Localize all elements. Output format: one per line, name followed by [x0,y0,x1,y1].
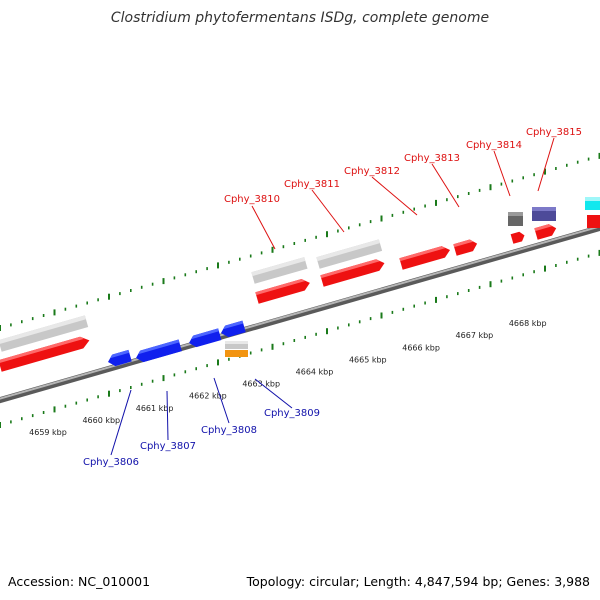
gene-label-cphy-3815[interactable]: Cphy_3815 [526,127,582,138]
gray-gene-feature[interactable] [316,239,383,269]
gene-label-cphy-3806[interactable]: Cphy_3806 [83,457,139,468]
gray-feature[interactable] [508,212,523,226]
upper-leader-lines [251,137,555,250]
genome-stats-text: Topology: circular; Length: 4,847,594 bp… [246,574,590,589]
cds-forward-feature[interactable] [587,215,600,228]
upper-scale-track [0,152,600,331]
scale-label: 4660 kbp [82,416,120,425]
genome-features [0,197,600,372]
scale-label: 4665 kbp [349,355,387,364]
gene-label-cphy-3813[interactable]: Cphy_3813 [404,153,460,164]
reverse-gene-feature[interactable] [106,349,132,368]
gene-label-cphy-3808[interactable]: Cphy_3808 [201,425,257,436]
gray-gene-feature[interactable] [251,257,308,284]
accession-text: Accession: NC_010001 [8,574,151,589]
cds-forward-feature[interactable] [255,277,311,304]
scale-label: 4661 kbp [136,404,174,413]
lower-leader-lines [110,377,293,456]
scale-label: 4664 kbp [296,368,334,377]
gene-label-cphy-3811[interactable]: Cphy_3811 [284,179,340,190]
cds-forward-feature[interactable] [0,335,91,372]
cds-forward-feature[interactable] [320,257,386,287]
gene-label-cphy-3809[interactable]: Cphy_3809 [264,408,320,419]
scale-label: 4659 kbp [29,428,67,437]
dna-backbone [0,224,600,404]
purple-feature[interactable] [532,207,556,221]
lower-gene-labels: Cphy_3806 Cphy_3807 Cphy_3808 Cphy_3809 [83,408,320,468]
scale-label: 4666 kbp [402,343,440,352]
gene-label-cphy-3807[interactable]: Cphy_3807 [140,441,196,452]
cds-forward-feature[interactable] [534,222,557,240]
map-title: Clostridium phytofermentans ISDg, comple… [111,10,489,26]
scale-label: 4668 kbp [509,319,547,328]
gene-label-cphy-3814[interactable]: Cphy_3814 [466,140,522,151]
cds-forward-feature[interactable] [510,231,526,244]
reverse-gene-feature[interactable] [219,320,246,339]
cds-forward-feature[interactable] [399,244,451,270]
scale-label: 4667 kbp [456,331,494,340]
gray-gene-feature[interactable] [0,315,89,352]
reverse-gene-feature[interactable] [187,328,222,348]
cds-forward-feature[interactable] [453,238,478,256]
upper-gene-labels: Cphy_3810 Cphy_3811 Cphy_3812 Cphy_3813 … [224,127,582,205]
gene-label-cphy-3812[interactable]: Cphy_3812 [344,166,400,177]
gray-gene-feature[interactable] [225,341,248,349]
reverse-gene-feature[interactable] [134,339,182,364]
scale-label: 4662 kbp [189,392,227,401]
orange-feature[interactable] [225,350,248,357]
gene-label-cphy-3810[interactable]: Cphy_3810 [224,194,280,205]
lower-scale-track [0,249,600,428]
cyan-feature[interactable] [585,197,600,210]
